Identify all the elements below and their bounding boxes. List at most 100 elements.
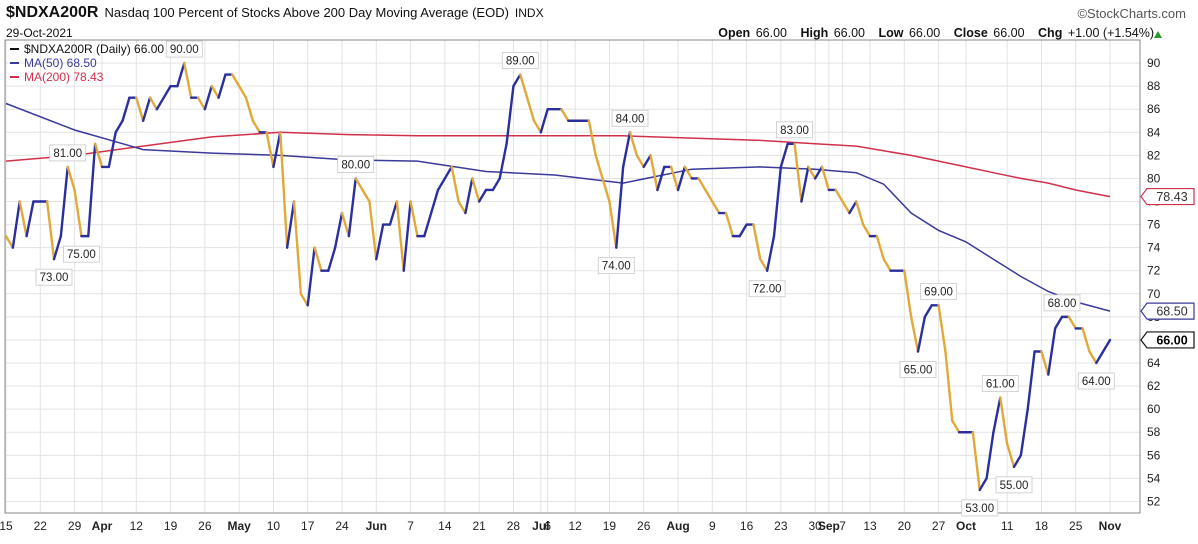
x-tick-label: 21 [472,519,486,533]
ma200-tag: 78.43 [1140,187,1195,206]
plot-frame [4,39,1141,514]
price-segment [779,142,789,169]
ma200-line [5,131,1111,198]
symbol: $NDXA200R [6,4,99,21]
price-segment [333,211,344,249]
x-tick-label: 20 [898,519,912,533]
price-segment [155,96,165,111]
price-segment [1005,442,1016,469]
x-tick-label: Aug [666,519,689,533]
high-value: 66.00 [833,26,865,40]
brand-logo[interactable]: ©StockCharts.com [1077,6,1186,21]
y-tick-label: 76 [1147,218,1161,232]
ma200-tag-text: 78.43 [1156,190,1187,204]
data-label: 72.00 [748,280,786,298]
price-tag-box [1140,331,1195,349]
price-segment [519,73,529,99]
price-segment [656,165,666,192]
legend-price: $NDXA200R (Daily) 66.00 [24,42,164,56]
price-segment [676,165,687,192]
price-segment [594,154,604,180]
price-tag: 66.00 [1140,331,1195,349]
price-segment [141,96,152,122]
price-segment [498,142,508,180]
price-segment [375,223,385,261]
price-segment [409,200,419,238]
price-segment [313,246,323,272]
legend-ma50: MA(50) 68.50 [24,56,97,70]
price-segment [265,131,275,169]
data-label-box [597,257,635,275]
y-tick-label: 60 [1147,402,1161,416]
price-segment [505,84,515,146]
grid [5,40,1140,513]
price-segment [813,165,824,180]
legend-swatch-ma200 [10,76,19,78]
data-label: 80.00 [337,156,375,173]
ma50-tag-text: 68.50 [1156,305,1187,319]
data-label-text: 74.00 [602,261,631,273]
ma50-line [5,102,1111,312]
price-segment [978,477,988,492]
price-segment [992,396,1002,434]
price-segment [944,350,954,422]
open-label: Open [718,26,751,40]
price-segment [25,200,35,238]
price-segment [772,165,783,238]
price-segment [683,165,693,180]
data-label-text: 55.00 [1000,480,1029,492]
x-tick-label: 11 [1001,519,1014,533]
price-segment [361,188,371,203]
y-tick-label: 84 [1147,125,1161,139]
ohlc-readout: Open 66.00 High 66.00 Low 66.00 Close 66… [718,26,1154,40]
x-tick-label: 25 [1069,519,1083,533]
price-segment [711,200,721,215]
price-segment [402,200,412,272]
x-tick-label: 14 [438,519,452,533]
price-segment [532,119,543,134]
price-segment [1095,350,1105,365]
chart-header: $NDXA200R Nasdaq 100 Percent of Stocks Ab… [6,4,544,22]
price-segment [162,84,172,99]
data-label-text: 64.00 [1082,376,1111,388]
data-label-text: 83.00 [780,125,809,137]
x-tick-label: 29 [68,519,82,533]
chg-label: Chg [1038,26,1063,40]
price-segment [354,177,364,192]
x-tick-label: Jun [366,519,387,533]
price-segment [752,223,762,261]
close-label: Close [953,26,988,40]
data-label-text: 75.00 [67,249,96,261]
x-tick-label: 13 [863,519,877,533]
data-label-text: 72.00 [753,284,782,296]
y-tick-label: 56 [1147,448,1161,462]
data-label: 73.00 [35,268,73,286]
y-tick-label: 90 [1147,56,1161,70]
data-label: 83.00 [776,121,813,139]
price-segment [477,188,488,203]
data-label: 89.00 [501,52,539,70]
price-segment [621,131,632,169]
price-segment [1081,327,1091,353]
price-segment [800,165,810,203]
legend-swatch-ma50 [10,62,19,64]
price-segment [793,142,803,203]
price-segment [999,396,1009,445]
price-segment [251,119,261,134]
price-segment [608,200,618,249]
x-tick-label: 24 [335,519,349,533]
x-tick-label: 26 [198,519,212,533]
x-tick-label: 15 [0,519,13,533]
data-label: 55.00 [995,476,1033,494]
price-segment [93,142,104,169]
data-label: 84.00 [611,109,649,127]
data-label-text: 80.00 [341,159,370,171]
price-segment [52,234,63,261]
high-label: High [800,26,829,40]
chg-value: +1.00 (+1.54%) [1067,26,1154,40]
data-label: 68.00 [1043,294,1081,312]
data-labels: 73.00 81.00 75.00 90.00 80.00 89.00 74.00 84.00… [35,40,1115,517]
price-tag-text: 66.00 [1156,333,1187,347]
price-segment [395,200,405,272]
